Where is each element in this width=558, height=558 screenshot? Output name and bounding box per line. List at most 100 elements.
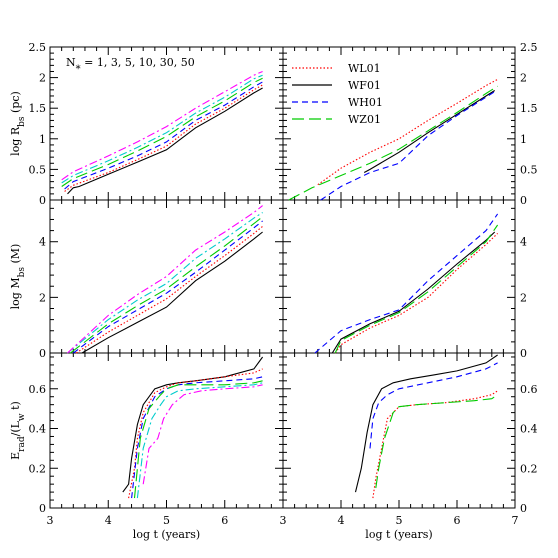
- y-tick-label-left: 0.2: [29, 462, 47, 475]
- series-line-r2c0-N10: [133, 380, 263, 499]
- y-tick-label-right: 1.5: [520, 102, 538, 115]
- y-axis-label-part: log R: [9, 126, 22, 156]
- annotation-n: N: [66, 56, 76, 69]
- series-line-r0c0-N3: [64, 84, 263, 192]
- x-axis-label-unit: (years): [394, 528, 433, 541]
- y-axis-label-part: rad: [17, 436, 27, 452]
- y-axis-label-part: (M): [9, 244, 22, 267]
- series-line-r2c0-N30: [136, 382, 263, 499]
- series-line-r0c0-N1: [67, 87, 263, 195]
- panel-frame-r2c0: [49, 352, 284, 509]
- series-line-r2c1-WL01: [372, 390, 498, 499]
- series-line-r0c0-N30: [61, 74, 263, 184]
- y-tick-label-right: 0.4: [520, 423, 538, 436]
- panel-frame-r2c1: [282, 352, 516, 509]
- x-axis-label-main: log t: [365, 528, 394, 541]
- series-line-r0c1-WF01: [363, 90, 495, 173]
- series-line-r1c0-N10: [70, 216, 263, 354]
- x-tick-label: 3: [47, 514, 54, 527]
- y-tick-label-left: 0: [39, 347, 46, 360]
- y-tick-label-right: 2: [520, 291, 527, 304]
- series-line-r0c1-WL01: [317, 78, 498, 186]
- series-line-r2c0-N3: [128, 368, 263, 499]
- series-line-r1c1-WL01: [334, 233, 498, 354]
- x-tick-label: 7: [512, 514, 519, 527]
- x-axis-label-unit: (years): [161, 528, 200, 541]
- series-line-r1c1-WF01: [331, 231, 496, 354]
- y-axis-label-part: w: [17, 413, 27, 421]
- series-line-r1c1-WH01: [314, 213, 499, 354]
- y-tick-label-right: 1: [520, 133, 527, 146]
- legend-label-WZ01: WZ01: [348, 113, 381, 126]
- series-line-r0c0-N5: [64, 81, 263, 190]
- y-tick-label-left: 0: [39, 194, 46, 207]
- y-tick-label-right: 0.6: [520, 383, 538, 396]
- panel-frame-r1c1: [282, 199, 516, 354]
- y-tick-label-left: 1.5: [29, 102, 47, 115]
- annotation-rest: = 1, 3, 5, 10, 30, 50: [81, 56, 195, 69]
- curves-layer: [61, 70, 499, 499]
- y-tick-label-left: 2.5: [29, 41, 47, 54]
- series-line-r1c0-N5: [72, 220, 263, 354]
- x-tick-label: 4: [105, 514, 112, 527]
- series-line-r0c0-N10: [61, 77, 263, 187]
- y-tick-label-right: 2: [520, 72, 527, 85]
- series-line-r2c1-WF01: [354, 354, 498, 493]
- annotation-sub: *: [76, 64, 81, 75]
- y-axis-label: Erad/(Lw t): [9, 401, 27, 460]
- series-line-r1c0-N3: [75, 225, 263, 354]
- x-tick-label: 3: [280, 514, 287, 527]
- x-axis-label-main: log t: [133, 528, 162, 541]
- y-axis-label-part: E: [9, 452, 22, 460]
- y-tick-label-left: 2: [39, 72, 46, 85]
- x-axis-label: log t (years): [133, 528, 200, 541]
- legend-label-WH01: WH01: [348, 96, 383, 109]
- y-tick-label-left: 1: [39, 133, 46, 146]
- panel-frame-r0c1: [282, 46, 516, 201]
- y-tick-label-left: 0.6: [29, 383, 47, 396]
- y-tick-label-right: 0: [520, 347, 527, 360]
- y-tick-label-left: 0.5: [29, 163, 47, 176]
- labels-layer: 0 0 0.5 0.5 1 1 1.5 1.5 2 2 2.5 2.5 0 0 2 2 4 4 0 0 0.2 0.2 0.…: [9, 41, 538, 541]
- series-line-r0c1-WH01: [320, 91, 495, 201]
- y-axis-label-part: bs: [17, 116, 27, 127]
- y-tick-label-right: 0: [520, 194, 527, 207]
- y-tick-label-right: 0.5: [520, 163, 538, 176]
- x-axis-label: log t (years): [365, 528, 432, 541]
- series-line-r1c0-N1: [81, 231, 263, 354]
- y-tick-label-right: 4: [520, 236, 527, 249]
- y-axis-label: log Mbs (M): [9, 244, 27, 310]
- y-tick-label-right: 2.5: [520, 41, 538, 54]
- series-line-r2c0-N1: [122, 356, 264, 493]
- x-tick-label: 4: [338, 514, 345, 527]
- axes-layer: [49, 46, 516, 509]
- y-tick-label-left: 2: [39, 291, 46, 304]
- y-axis-label-part: /(L: [9, 420, 22, 436]
- y-axis-label-part: bs: [17, 267, 27, 278]
- n-annotation: N* = 1, 3, 5, 10, 30, 50: [66, 56, 195, 75]
- legend-label-WF01: WF01: [348, 79, 381, 92]
- x-tick-label: 6: [221, 514, 228, 527]
- x-tick-label: 6: [454, 514, 461, 527]
- y-tick-label-left: 4: [39, 236, 46, 249]
- series-line-r2c1-WZ01: [375, 394, 498, 489]
- series-line-r2c0-N50: [142, 384, 263, 485]
- y-tick-label-left: 0.4: [29, 423, 47, 436]
- y-axis-label-part: t): [9, 401, 22, 413]
- series-line-r1c0-N50: [67, 205, 263, 354]
- x-tick-label: 5: [396, 514, 403, 527]
- series-line-r1c1-WZ01: [334, 224, 499, 354]
- panel-frame-r1c0: [49, 199, 284, 354]
- x-tick-label: 5: [163, 514, 170, 527]
- legend-label-WL01: WL01: [348, 62, 381, 75]
- y-axis-label: log Rbs (pc): [9, 91, 27, 156]
- series-line-r2c0-N5: [131, 376, 263, 499]
- y-tick-label-right: 0.2: [520, 462, 538, 475]
- y-tick-label-left: 0: [39, 502, 46, 515]
- series-line-r0c0-N50: [61, 70, 263, 181]
- series-line-r2c1-WH01: [369, 362, 498, 449]
- y-tick-label-right: 0: [520, 502, 527, 515]
- y-axis-label-part: log M: [9, 277, 22, 309]
- series-line-r1c0-N30: [67, 212, 263, 354]
